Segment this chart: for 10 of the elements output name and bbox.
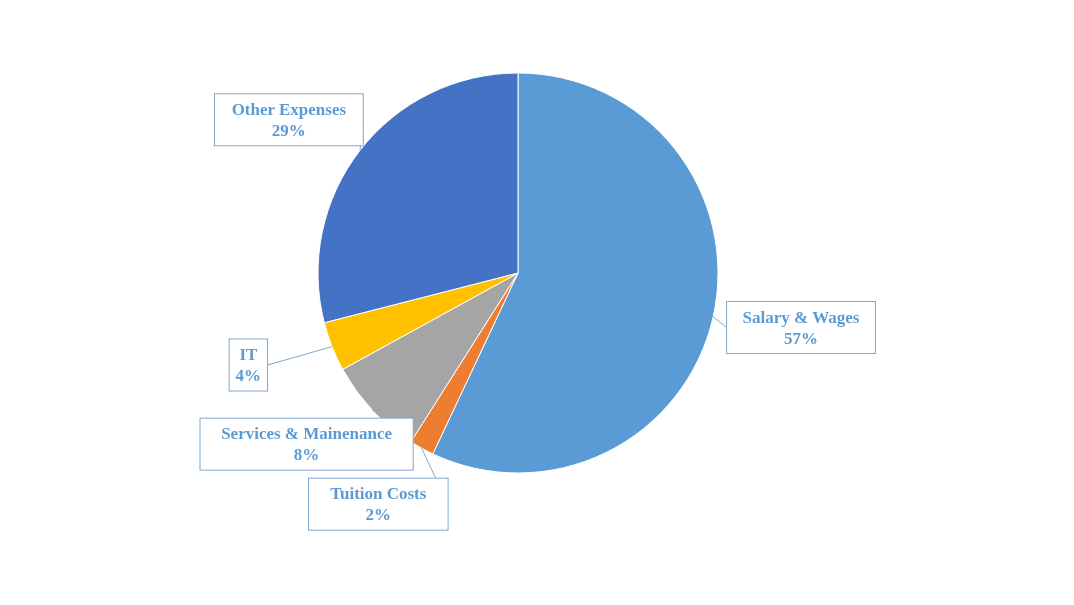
data-label: 57% [784, 328, 819, 348]
data-label: 8% [293, 445, 320, 465]
data-label: 2% [365, 505, 392, 525]
slice-label: Other Expenses [231, 99, 347, 119]
data-label: 29% [271, 120, 306, 140]
data-label: 4% [235, 366, 262, 386]
slice-label: Tuition Costs [330, 484, 427, 504]
slice-label: Services & Mainenance [221, 424, 393, 444]
slice-label: IT [239, 345, 258, 365]
slice-label: Salary & Wages [742, 307, 860, 327]
